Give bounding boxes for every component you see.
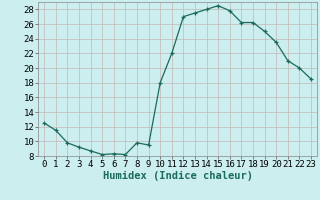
X-axis label: Humidex (Indice chaleur): Humidex (Indice chaleur) <box>103 171 252 181</box>
